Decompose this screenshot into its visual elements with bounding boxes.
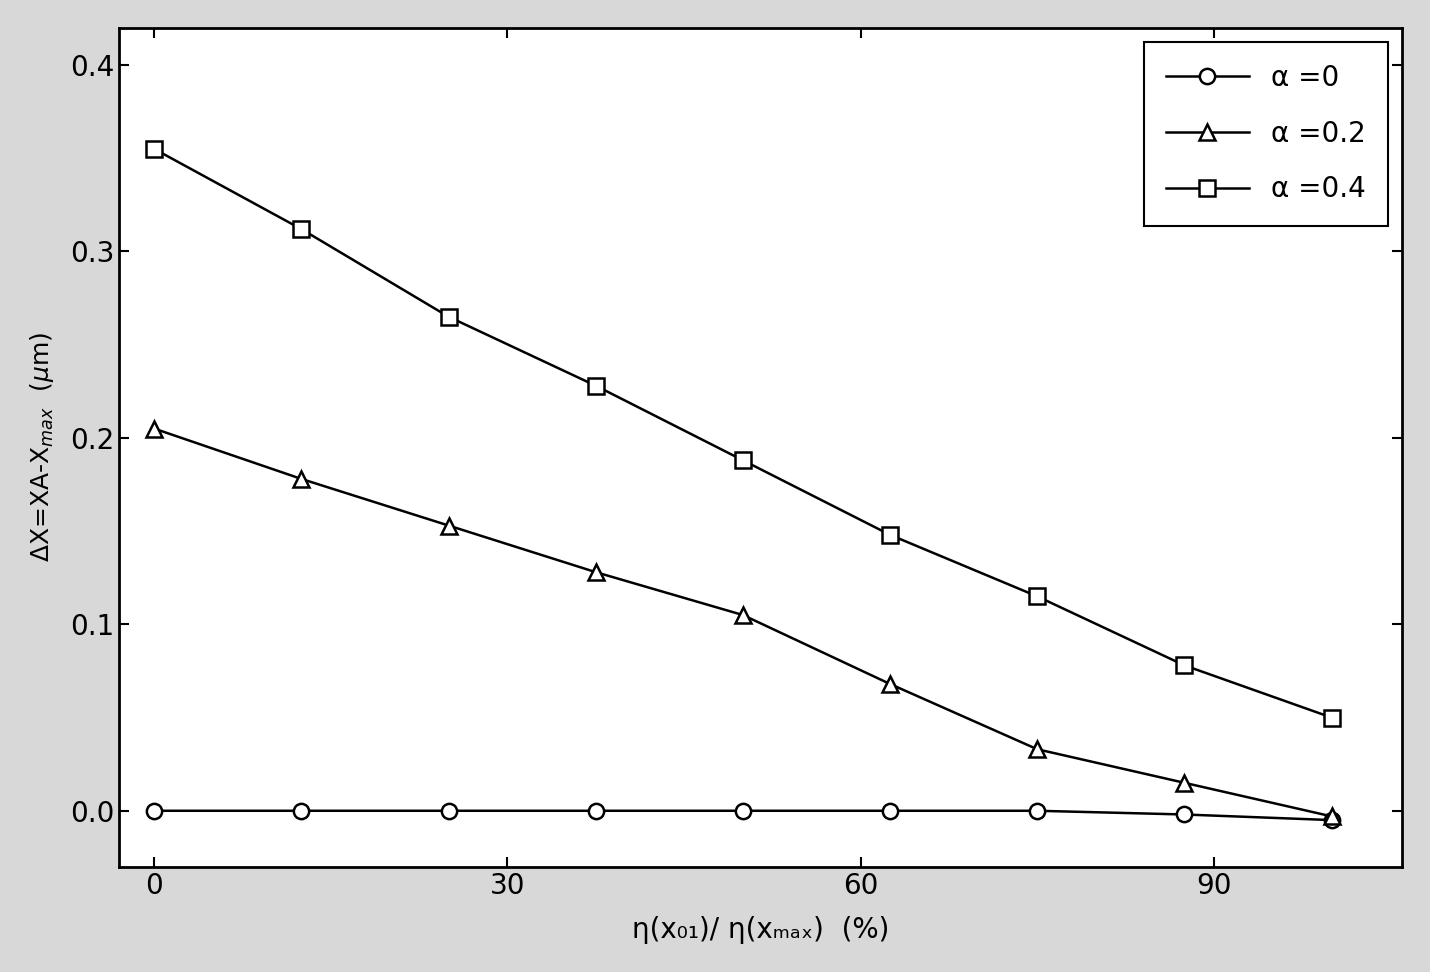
α =0.4	[881, 529, 898, 540]
α =0.2	[1028, 744, 1045, 755]
α =0	[735, 805, 752, 816]
α =0.4	[146, 143, 163, 155]
α =0.4	[588, 380, 605, 392]
Legend: α =0, α =0.2, α =0.4: α =0, α =0.2, α =0.4	[1144, 42, 1389, 226]
α =0.2	[293, 473, 310, 485]
α =0	[146, 805, 163, 816]
Line: α =0.2: α =0.2	[147, 421, 1340, 824]
Line: α =0.4: α =0.4	[147, 141, 1340, 725]
α =0	[881, 805, 898, 816]
α =0	[1175, 809, 1193, 820]
α =0.2	[1175, 777, 1193, 788]
α =0.2	[146, 423, 163, 434]
α =0.4	[440, 311, 458, 323]
α =0.2	[1323, 811, 1340, 822]
α =0.4	[1028, 591, 1045, 603]
α =0.2	[735, 609, 752, 621]
Y-axis label: $\Delta$X=XA-X$_{max}$  ($\mu$m): $\Delta$X=XA-X$_{max}$ ($\mu$m)	[27, 332, 56, 563]
α =0.4	[293, 224, 310, 235]
α =0.2	[440, 520, 458, 532]
α =0	[1028, 805, 1045, 816]
α =0.4	[1175, 660, 1193, 672]
α =0	[1323, 815, 1340, 826]
Line: α =0: α =0	[147, 803, 1340, 828]
α =0.4	[1323, 712, 1340, 723]
α =0	[293, 805, 310, 816]
X-axis label: η(x₀₁)/ η(xₘₐₓ)  (%): η(x₀₁)/ η(xₘₐₓ) (%)	[632, 917, 889, 944]
α =0.2	[588, 567, 605, 578]
α =0.2	[881, 678, 898, 690]
α =0.4	[735, 455, 752, 467]
α =0	[440, 805, 458, 816]
α =0	[588, 805, 605, 816]
